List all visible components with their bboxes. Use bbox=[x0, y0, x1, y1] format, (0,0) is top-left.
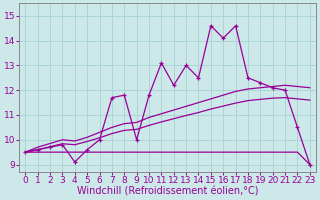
X-axis label: Windchill (Refroidissement éolien,°C): Windchill (Refroidissement éolien,°C) bbox=[77, 187, 258, 197]
